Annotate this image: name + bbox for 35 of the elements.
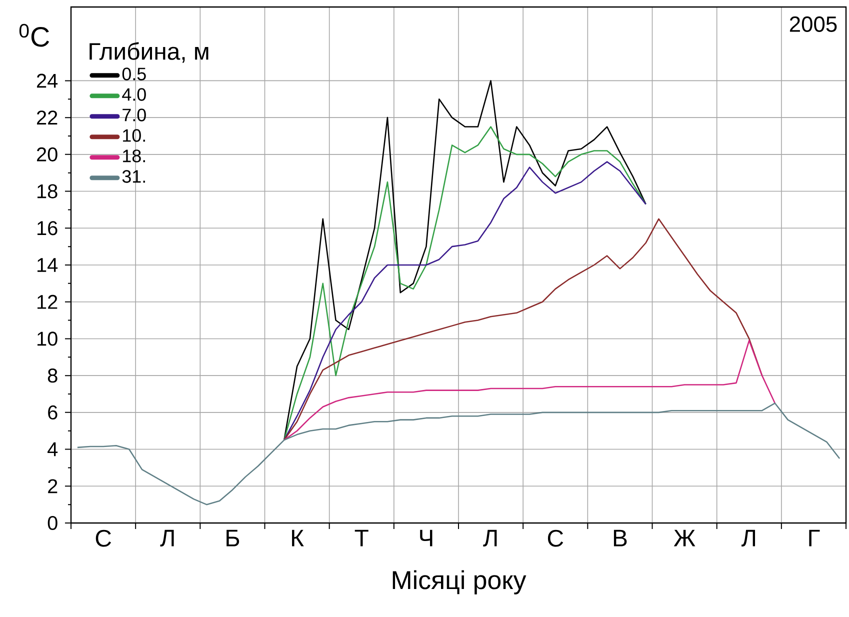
annotation: 2005 — [790, 16, 837, 32]
x-tick-label: Л — [741, 530, 756, 546]
x-tick-label: К — [292, 530, 304, 546]
legend-title: Глибина, м — [90, 42, 208, 63]
y-tick-label: 22 — [36, 110, 58, 125]
x-tick-label: Т — [354, 530, 368, 546]
x-tick-label: С — [548, 530, 564, 547]
legend-label: 31. — [122, 170, 145, 183]
y-tick-label: 20 — [36, 147, 58, 162]
y-tick-label: 10 — [38, 332, 58, 346]
legend-label: 18. — [123, 150, 145, 162]
x-tick-label: Г — [809, 530, 820, 546]
x-tick-label: Л — [483, 530, 497, 546]
x-tick-label: Ж — [674, 530, 696, 546]
y-axis-title: $^{0}$C — [19, 24, 50, 47]
x-tick-label: В — [614, 530, 627, 546]
x-tick-label: Б — [226, 530, 240, 546]
y-tick-label: 2 — [48, 479, 58, 494]
legend-label: 4.0 — [122, 88, 146, 101]
y-tick-label: 14 — [38, 258, 58, 272]
y-tick-label: 18 — [38, 184, 58, 198]
y-tick-label: 24 — [36, 74, 58, 88]
legend-label: 10. — [123, 129, 145, 142]
x-tick-label: Ч — [420, 530, 432, 546]
y-tick-label: 8 — [48, 368, 58, 383]
legend-label: 0.5 — [122, 68, 146, 80]
y-tick-label: 12 — [38, 294, 58, 309]
y-tick-label: 16 — [38, 221, 58, 236]
y-tick-label: 4 — [48, 442, 58, 456]
x-axis-title: Місяці року — [392, 570, 526, 594]
y-tick-label: 0 — [48, 516, 58, 530]
y-tick-label: 6 — [48, 405, 58, 420]
x-tick-label: С — [96, 530, 112, 547]
legend-label: 7.0 — [122, 108, 146, 122]
x-tick-label: Л — [160, 530, 174, 546]
